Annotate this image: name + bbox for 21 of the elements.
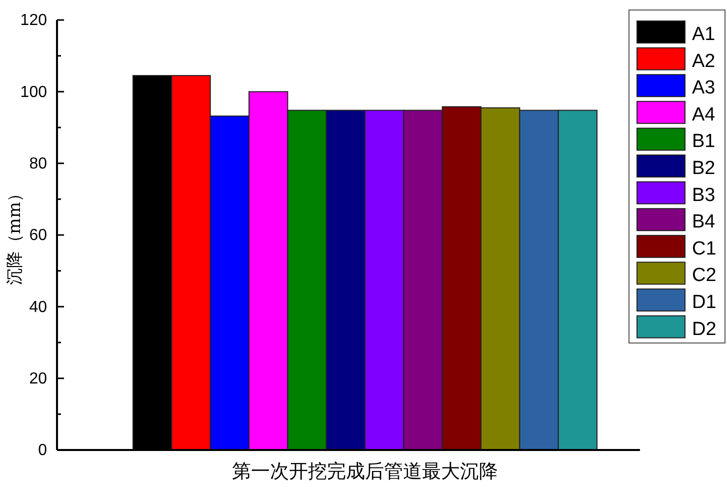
y-tick-label: 0 <box>38 442 48 460</box>
legend-label: B1 <box>692 131 716 152</box>
legend-label: D2 <box>692 318 716 340</box>
y-tick-label: 20 <box>29 370 48 388</box>
legend-label: A2 <box>692 50 716 72</box>
legend-label: C1 <box>692 238 716 260</box>
y-tick-label: 100 <box>20 84 48 101</box>
legend-label: B3 <box>692 184 716 206</box>
y-axis-title: 沉降（mm） <box>5 184 25 286</box>
legend-label: A4 <box>692 104 716 126</box>
legend-label: A1 <box>692 24 716 45</box>
y-tick-label: 80 <box>29 155 48 172</box>
legend-label: D1 <box>692 292 716 313</box>
y-tick-label: 60 <box>29 227 48 244</box>
legend-label: A3 <box>692 78 716 99</box>
y-tick-label: 120 <box>20 12 48 30</box>
legend-label: B4 <box>692 212 716 233</box>
legend-label: B2 <box>692 158 716 179</box>
y-tick-label: 40 <box>29 298 48 316</box>
legend-label: C2 <box>692 265 716 286</box>
x-tick-label: 第一次开挖完成后管道最大沉降 <box>232 460 498 483</box>
